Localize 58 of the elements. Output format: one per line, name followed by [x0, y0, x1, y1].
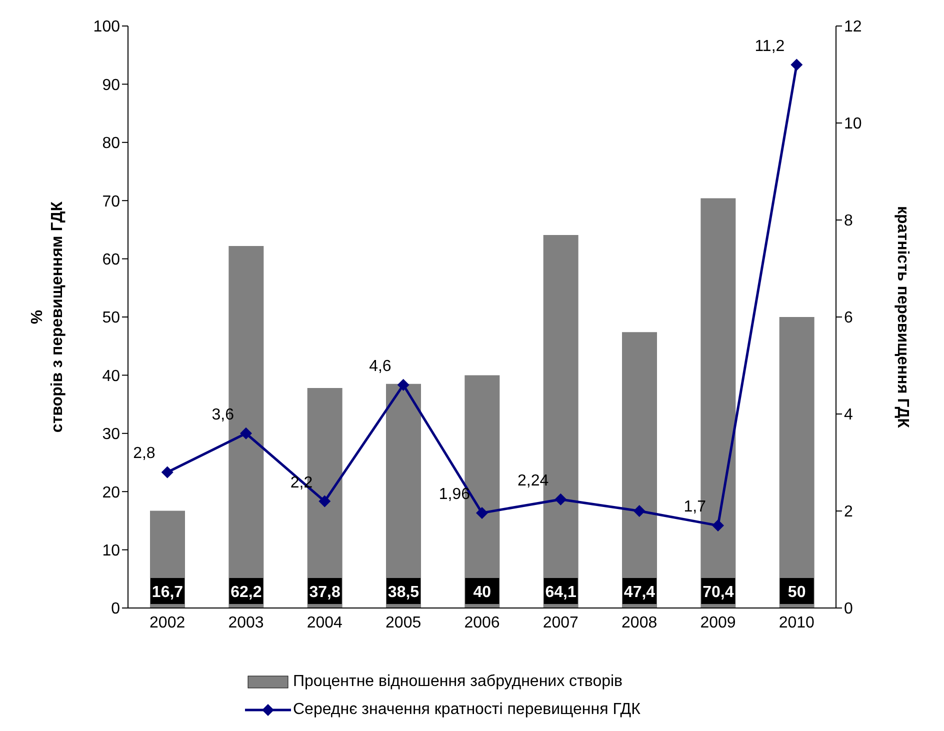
data-label: 16,7	[152, 584, 184, 601]
data-label: 2,8	[133, 445, 156, 462]
data-label: 47,4	[624, 584, 656, 601]
x-tick-label: 2002	[150, 614, 186, 632]
legend-label: Середнє значення кратності перевищення ГДК	[293, 701, 640, 719]
x-tick-label: 2010	[778, 614, 815, 632]
y-tick-label: 10	[102, 542, 120, 560]
point	[712, 520, 724, 532]
point	[240, 427, 252, 440]
y-tick-label: 20	[102, 484, 120, 502]
data-label: 4,6	[369, 358, 392, 375]
point	[161, 466, 174, 478]
point	[554, 493, 567, 506]
data-label: 1,7	[684, 498, 706, 516]
data-label: 64,1	[545, 584, 577, 601]
y-tick-label: 70	[102, 193, 120, 210]
data-label: 37,8	[309, 584, 341, 601]
data-label: 70,4	[702, 584, 734, 601]
y2-axis-title: кратність перевищення ГДК	[894, 206, 911, 428]
y2-tick-label: 8	[844, 212, 853, 230]
point	[790, 58, 803, 71]
y2-tick-label: 0	[844, 600, 853, 618]
point	[318, 495, 331, 508]
x-tick-label: 2005	[386, 614, 422, 632]
point	[397, 378, 410, 391]
y-tick-label: 100	[93, 18, 120, 36]
data-label: 11,2	[754, 38, 785, 55]
y-tick-label: 30	[102, 426, 120, 444]
data-label: 50	[788, 584, 806, 601]
y-tick-label: 60	[102, 251, 120, 268]
bar	[622, 332, 657, 608]
bar	[779, 317, 814, 608]
y-tick-label: 90	[102, 76, 120, 94]
data-label: 1,96	[438, 486, 470, 503]
point	[476, 506, 488, 519]
data-label: 62,2	[230, 584, 262, 601]
x-tick-label: 2003	[228, 614, 264, 632]
x-tick-label: 2004	[306, 614, 343, 632]
y-tick-label: 50	[102, 310, 120, 327]
x-tick-label: 2007	[542, 614, 579, 632]
data-label: 3,6	[212, 406, 234, 424]
data-label: 2,24	[518, 472, 549, 490]
y-tick-label: 0	[111, 600, 120, 618]
x-tick-label: 2009	[700, 614, 736, 632]
y-tick-label: 80	[102, 135, 120, 152]
y2-tick-label: 10	[844, 116, 862, 133]
y2-tick-label: 4	[844, 406, 853, 424]
y2-tick-label: 12	[844, 18, 862, 36]
y2-tick-label: 2	[844, 504, 853, 521]
data-label: 38,5	[388, 584, 420, 601]
y-axis-title: % створів з перевищенням ГДК	[29, 201, 66, 433]
y-tick-label: 40	[102, 368, 120, 385]
data-label: 40	[473, 584, 492, 601]
y2-tick-label: 6	[844, 310, 853, 327]
x-tick-label: 2008	[622, 614, 658, 632]
x-tick-label: 2006	[464, 614, 500, 632]
point	[633, 505, 646, 517]
legend-label: Процентне відношення забруднених створів	[293, 673, 623, 691]
